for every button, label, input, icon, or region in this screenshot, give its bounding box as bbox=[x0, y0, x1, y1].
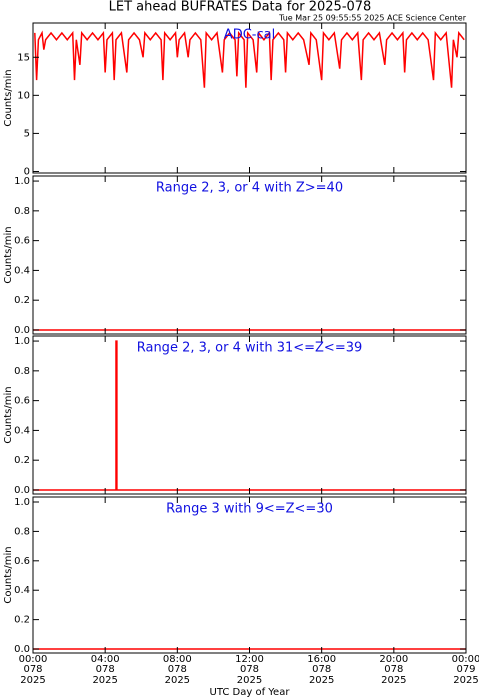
y-tick-label: 0.8 bbox=[14, 526, 30, 537]
x-tick-day: 079 bbox=[456, 664, 475, 675]
y-tick-label: 0.0 bbox=[14, 644, 30, 655]
y-tick-label: 0.6 bbox=[14, 556, 30, 567]
x-tick-year: 2025 bbox=[20, 675, 45, 686]
x-tick-label: 12:00 bbox=[235, 654, 264, 665]
y-tick-label: 15 bbox=[17, 52, 30, 63]
panel-frame bbox=[32, 22, 467, 174]
y-tick-label: 5 bbox=[24, 128, 30, 139]
y-tick-label: 10 bbox=[17, 90, 30, 101]
x-tick-label: 16:00 bbox=[307, 654, 336, 665]
x-tick-day: 078 bbox=[312, 664, 331, 675]
y-axis-label: Counts/min bbox=[3, 226, 14, 283]
y-tick-label: 1.0 bbox=[14, 336, 30, 347]
y-axis-label: Counts/min bbox=[3, 386, 14, 443]
chart-subtitle: Tue Mar 25 09:55:55 2025 ACE Science Cen… bbox=[278, 14, 467, 23]
panel-frame bbox=[32, 175, 467, 335]
y-tick-label: 0.2 bbox=[14, 455, 30, 466]
x-tick-label: 00:00 bbox=[19, 654, 48, 665]
y-tick-label: 0.8 bbox=[14, 366, 30, 377]
x-tick-year: 2025 bbox=[453, 675, 478, 686]
x-tick-year: 2025 bbox=[309, 675, 334, 686]
y-tick-label: 0.4 bbox=[14, 265, 30, 276]
x-tick-label: 20:00 bbox=[379, 654, 408, 665]
x-tick-year: 2025 bbox=[381, 675, 406, 686]
x-axis-label: UTC Day of Year bbox=[210, 687, 291, 698]
panel-frame bbox=[32, 496, 467, 654]
x-tick-day: 078 bbox=[23, 664, 42, 675]
y-tick-label: 1.0 bbox=[14, 176, 30, 187]
y-tick-label: 0.4 bbox=[14, 585, 30, 596]
y-tick-label: 0.2 bbox=[14, 295, 30, 306]
annotation: ADC-cal bbox=[224, 28, 275, 43]
x-tick-day: 078 bbox=[96, 664, 115, 675]
chart-title: LET ahead BUFRATES Data for 2025-078 bbox=[109, 0, 372, 15]
y-tick-label: 0.6 bbox=[14, 396, 30, 407]
x-tick-day: 078 bbox=[168, 664, 187, 675]
y-axis-label: Counts/min bbox=[3, 546, 14, 603]
y-tick-label: 0.6 bbox=[14, 236, 30, 247]
annotation: Range 2, 3, or 4 with 31<=Z<=39 bbox=[137, 341, 363, 356]
y-tick-label: 0.0 bbox=[14, 485, 30, 496]
y-axis-label: Counts/min bbox=[3, 69, 14, 126]
x-tick-day: 078 bbox=[240, 664, 259, 675]
x-tick-year: 2025 bbox=[92, 675, 117, 686]
x-tick-label: 04:00 bbox=[91, 654, 120, 665]
data-line bbox=[34, 30, 465, 88]
y-tick-label: 0.4 bbox=[14, 425, 30, 436]
annotation: Range 2, 3, or 4 with Z>=40 bbox=[156, 181, 343, 196]
y-tick-label: 0.8 bbox=[14, 206, 30, 217]
panel-frame bbox=[32, 335, 467, 495]
y-tick-label: 0.0 bbox=[14, 325, 30, 336]
x-tick-year: 2025 bbox=[165, 675, 190, 686]
x-tick-year: 2025 bbox=[237, 675, 262, 686]
y-tick-label: 0.2 bbox=[14, 615, 30, 626]
y-tick-label: 1.0 bbox=[14, 497, 30, 508]
x-tick-label: 08:00 bbox=[163, 654, 192, 665]
x-tick-label: 00:00 bbox=[452, 654, 479, 665]
data-line bbox=[33, 340, 466, 491]
annotation: Range 3 with 9<=Z<=30 bbox=[166, 502, 333, 517]
y-tick-label: 0 bbox=[24, 166, 30, 177]
x-tick-day: 078 bbox=[384, 664, 403, 675]
